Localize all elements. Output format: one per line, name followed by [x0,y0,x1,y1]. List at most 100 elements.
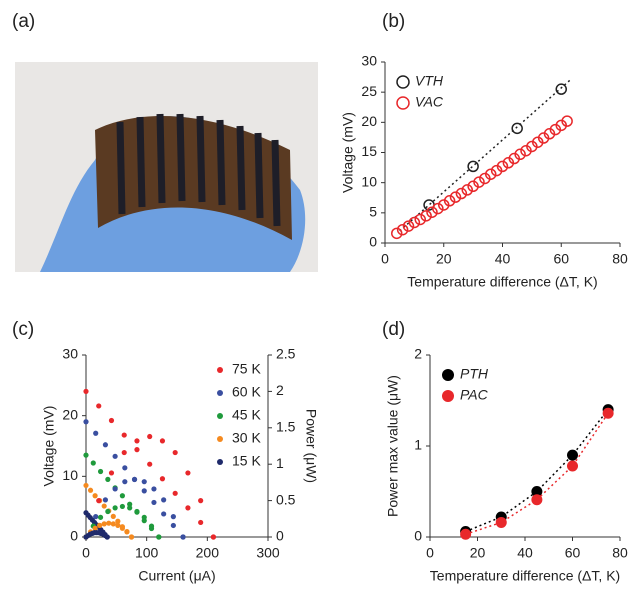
y-tick-label: 1 [414,437,422,453]
point [127,501,133,507]
legend-marker [442,369,454,381]
point [134,447,140,453]
y-tick-label: 10 [361,173,377,189]
y-tick-label: 30 [361,53,377,69]
x-tick-label: 300 [256,545,280,561]
x-tick-label: 60 [553,251,569,267]
legend-label: VAC [415,94,444,110]
point [511,122,523,135]
point [198,498,204,504]
x-tick-label: 0 [426,545,434,561]
y2-axis-title: Power (μW) [303,409,319,483]
legend-marker [217,390,223,396]
point [127,505,133,511]
x-tick-label: 20 [470,545,486,561]
point [426,206,438,218]
point [161,497,167,503]
point [96,403,102,409]
point [432,202,444,215]
point [90,460,96,466]
point [461,184,473,196]
y-axis-title: Power max value (μW) [385,375,401,517]
legend-label: PTH [460,366,489,382]
y-axis-title: Voltage (mV) [340,112,356,193]
stripes [116,113,281,227]
y-tick-label: 0 [369,234,377,250]
point [121,432,127,438]
point [97,522,103,528]
point [108,470,115,476]
y-tick-label: 10 [62,467,78,483]
y-tick-label: 15 [361,143,377,159]
point [455,187,468,200]
point [112,505,118,511]
point [161,511,167,517]
panel-label: (c) [12,319,34,340]
point [602,407,614,419]
y-tick-label: 20 [62,406,78,422]
legend-marker [217,436,223,442]
point [148,523,155,529]
y-tick-label: 5 [369,204,377,220]
point [115,522,121,528]
point [420,210,432,222]
point [93,514,99,520]
point [159,476,166,482]
x-tick-label: 0 [381,251,389,267]
point [467,160,479,173]
point [87,487,94,493]
legend-marker [217,413,223,419]
x-tick-label: 80 [612,251,628,267]
trend-line [465,412,609,535]
point [119,503,125,510]
y-axis-title: Voltage (mV) [41,406,57,487]
point [198,519,204,526]
legend-label: 30 K [232,430,261,446]
point [112,453,118,459]
point [92,525,98,531]
x-tick-label: 40 [517,545,533,561]
point [147,433,153,440]
point [104,534,110,540]
y-tick-label: 20 [361,113,377,129]
y-tick-label: 0 [414,528,422,544]
point [159,438,166,444]
point [460,528,472,540]
trend-line [465,409,609,533]
point [156,534,162,540]
x-tick-label: 200 [196,545,220,561]
point [172,449,178,456]
legend-marker [217,367,223,373]
point [555,83,567,95]
point [108,417,115,424]
point [93,430,99,436]
y-tick-label: 2 [414,346,422,362]
point [141,514,147,520]
point [567,460,578,472]
point [83,482,89,489]
point [83,452,89,458]
point [185,505,191,511]
legend-marker [396,75,410,89]
y-tick-label: 0 [70,528,78,544]
point [105,508,111,515]
point [105,476,111,482]
point [134,438,140,444]
point [102,497,109,503]
legend-label: 75 K [232,361,261,377]
point [92,493,98,499]
point [122,479,128,485]
legend-marker [396,96,410,110]
x-axis-title: Temperature difference (ΔT, K) [430,568,620,584]
x-tick-label: 100 [135,545,159,561]
point [495,516,507,528]
point [531,494,543,506]
point [485,168,497,180]
x-tick-label: 0 [82,545,90,561]
point [97,514,104,520]
x-axis-title: Current (μA) [138,568,215,584]
point [97,468,104,475]
point [408,216,421,229]
point [106,520,112,526]
